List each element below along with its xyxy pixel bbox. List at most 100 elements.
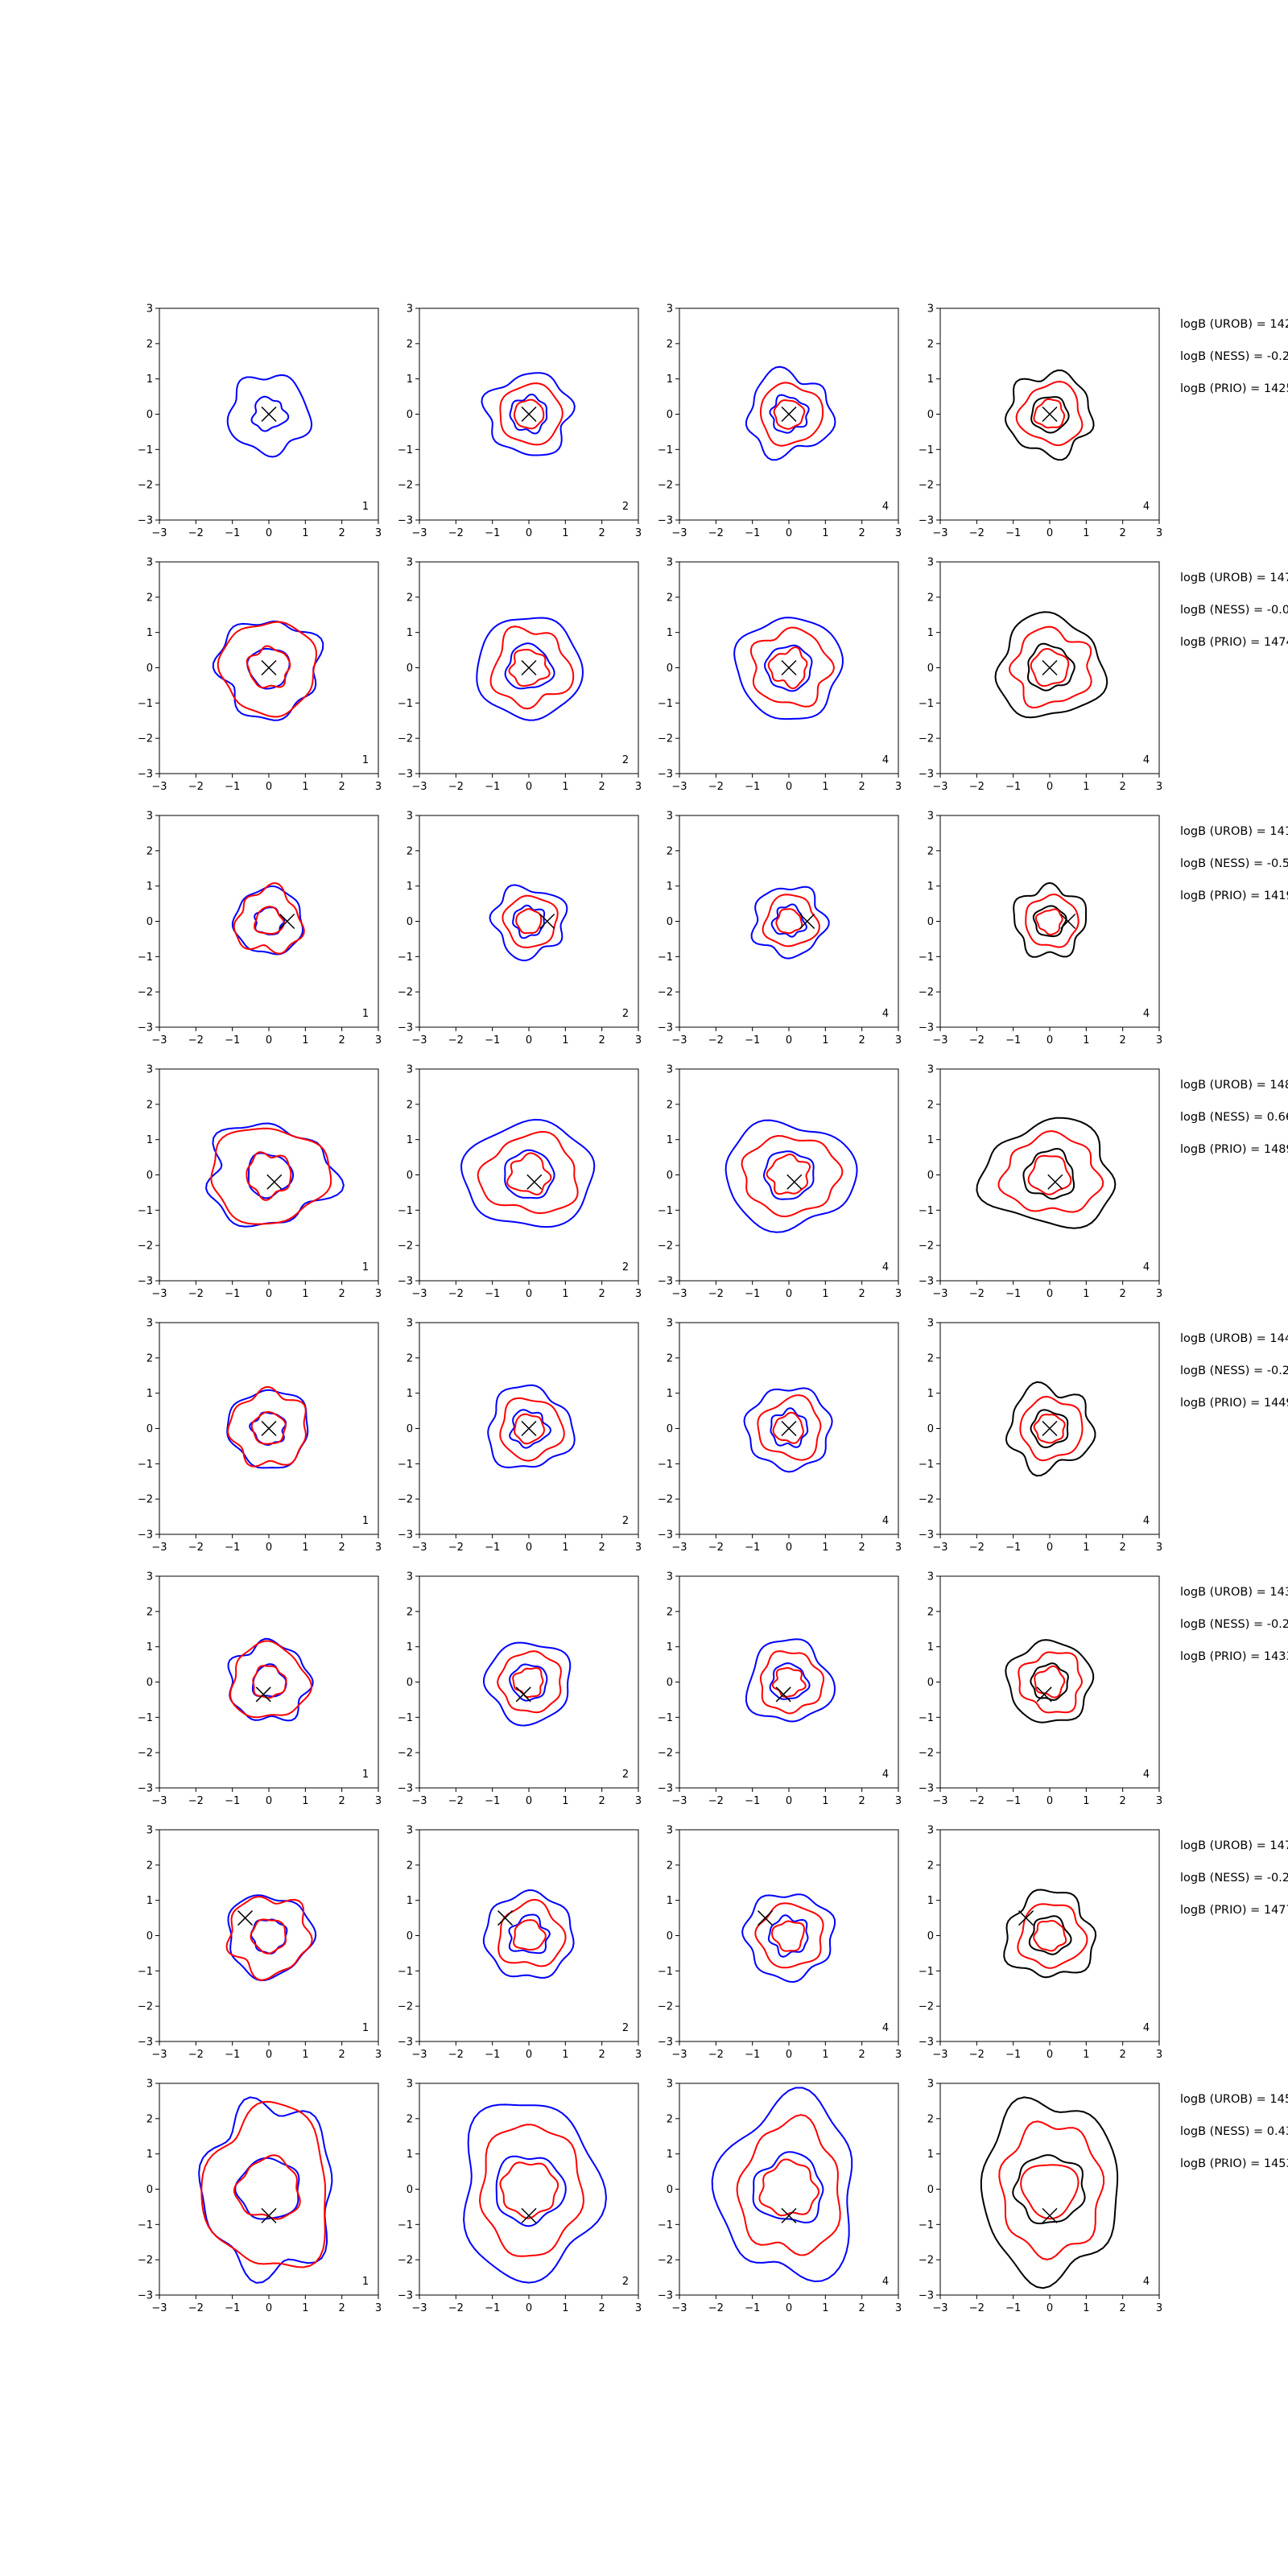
y-tick-label: −3 bbox=[658, 515, 673, 527]
panel-r2-c2: −3 −2 −1 0 1 2 3 −3 −2 −1 0 1 2 3 2 bbox=[398, 557, 642, 794]
contour-outer-red bbox=[225, 1896, 313, 1981]
x-tick-label: −3 bbox=[151, 2049, 167, 2061]
figure-row-6: −3 −2 −1 0 1 2 3 −3 −2 −1 0 1 2 3 1 −3 −2 −1 0 1 2 3 −3 −2 −1 0 1 2… bbox=[138, 1571, 1288, 1808]
x-tick-label: −3 bbox=[932, 1288, 947, 1300]
y-tick-label: 2 bbox=[927, 1606, 934, 1618]
y-tick-label: 1 bbox=[147, 1641, 153, 1653]
y-tick-label: −2 bbox=[398, 1494, 413, 1506]
y-tick-label: 1 bbox=[407, 2149, 413, 2161]
axes-frame bbox=[679, 815, 899, 1028]
x-tick-label: −1 bbox=[1005, 1034, 1021, 1046]
y-tick-label: −3 bbox=[138, 1530, 153, 1542]
contour-inner-red bbox=[771, 1920, 806, 1952]
panel-r2-c1: −3 −2 −1 0 1 2 3 −3 −2 −1 0 1 2 3 1 bbox=[138, 557, 382, 794]
panel-r4-c4: −3 −2 −1 0 1 2 3 −3 −2 −1 0 1 2 3 4 bbox=[919, 1064, 1162, 1301]
y-tick-label: 3 bbox=[927, 1064, 934, 1076]
y-tick-label: 0 bbox=[927, 1170, 934, 1182]
y-tick-label: 2 bbox=[147, 2113, 153, 2125]
x-tick-label: −2 bbox=[188, 2302, 204, 2314]
x-tick-label: −2 bbox=[969, 781, 985, 793]
y-tick-label: −1 bbox=[138, 952, 153, 964]
y-tick-label: −1 bbox=[658, 1459, 673, 1471]
contour-inner bbox=[512, 904, 546, 939]
contour-inner-red bbox=[1030, 647, 1070, 687]
x-tick-label: −1 bbox=[745, 2302, 760, 2314]
y-tick-label: 2 bbox=[667, 2113, 673, 2125]
y-tick-label: 3 bbox=[927, 811, 934, 823]
y-tick-label: −1 bbox=[658, 444, 673, 456]
contour-inner-red bbox=[1033, 1414, 1066, 1444]
x-tick-label: −2 bbox=[448, 2049, 464, 2061]
contour-outer-red bbox=[497, 1650, 562, 1714]
y-tick-label: 1 bbox=[667, 1641, 673, 1653]
true-value-marker bbox=[1060, 913, 1076, 930]
x-tick-label: −1 bbox=[225, 1034, 240, 1046]
y-tick-label: 3 bbox=[667, 811, 673, 823]
x-tick-label: 3 bbox=[1156, 781, 1162, 793]
x-tick-label: 1 bbox=[302, 781, 308, 793]
axes-frame bbox=[939, 815, 1160, 1028]
y-tick-label: −1 bbox=[138, 1205, 153, 1217]
y-tick-label: 0 bbox=[147, 1930, 153, 1942]
y-tick-label: −3 bbox=[919, 2290, 934, 2302]
y-tick-label: −3 bbox=[138, 1022, 153, 1034]
y-tick-label: −2 bbox=[658, 1241, 673, 1253]
contour-inner-red bbox=[515, 908, 543, 935]
x-tick-label: −2 bbox=[188, 2049, 204, 2061]
contour-inner bbox=[769, 394, 810, 434]
x-tick-label: 1 bbox=[822, 2049, 828, 2061]
contour-inner-red bbox=[246, 1151, 292, 1201]
true-value-marker bbox=[775, 1686, 791, 1703]
y-tick-label: −3 bbox=[398, 515, 413, 527]
contour-outer bbox=[227, 1637, 314, 1722]
y-tick-label: 0 bbox=[407, 1170, 413, 1182]
axes-frame bbox=[939, 1575, 1160, 1789]
x-tick-label: 1 bbox=[1083, 1542, 1089, 1554]
y-tick-label: 1 bbox=[927, 1134, 934, 1146]
contour-outer-red bbox=[200, 2100, 327, 2268]
x-tick-label: −1 bbox=[485, 1542, 500, 1554]
x-tick-label: −3 bbox=[151, 2302, 167, 2314]
x-tick-label: 3 bbox=[635, 1034, 642, 1046]
y-tick-label: 0 bbox=[667, 1423, 673, 1435]
x-tick-label: 2 bbox=[339, 1034, 345, 1046]
y-tick-label: 2 bbox=[667, 1099, 673, 1111]
panel-r5-c2: −3 −2 −1 0 1 2 3 −3 −2 −1 0 1 2 3 2 bbox=[398, 1318, 642, 1554]
contour-outer bbox=[733, 617, 844, 720]
x-tick-label: 2 bbox=[859, 1034, 865, 1046]
x-tick-label: 2 bbox=[339, 1542, 345, 1554]
contour-outer-red bbox=[499, 1397, 565, 1462]
contour-inner-red bbox=[1034, 1665, 1066, 1699]
y-tick-label: −1 bbox=[658, 698, 673, 710]
true-value-marker bbox=[758, 1910, 774, 1926]
x-tick-label: −1 bbox=[745, 1542, 760, 1554]
panel-r8-c3: −3 −2 −1 0 1 2 3 −3 −2 −1 0 1 2 3 4 bbox=[658, 2079, 902, 2315]
x-tick-label: −1 bbox=[1005, 1795, 1021, 1807]
y-tick-label: −2 bbox=[398, 480, 413, 492]
y-tick-label: −1 bbox=[138, 2219, 153, 2231]
y-tick-label: −2 bbox=[138, 480, 153, 492]
x-tick-label: 0 bbox=[1046, 2049, 1053, 2061]
x-tick-label: −1 bbox=[225, 2049, 240, 2061]
panel-r6-c3: −3 −2 −1 0 1 2 3 −3 −2 −1 0 1 2 3 4 bbox=[658, 1571, 902, 1808]
x-tick-label: 3 bbox=[1156, 1288, 1162, 1300]
true-value-marker bbox=[539, 913, 555, 930]
x-tick-label: 3 bbox=[375, 1542, 382, 1554]
y-tick-label: −2 bbox=[138, 1748, 153, 1760]
y-tick-label: −1 bbox=[658, 1966, 673, 1978]
x-tick-label: −1 bbox=[485, 2049, 500, 2061]
y-tick-label: −3 bbox=[138, 769, 153, 781]
x-tick-label: 2 bbox=[1120, 781, 1126, 793]
axes-frame bbox=[159, 1068, 379, 1282]
contour-outer bbox=[980, 2096, 1119, 2289]
panel-label: 2 bbox=[622, 1515, 629, 1527]
panel-r1-c2: −3 −2 −1 0 1 2 3 −3 −2 −1 0 1 2 3 2 bbox=[398, 303, 642, 540]
y-tick-label: −1 bbox=[919, 444, 934, 456]
x-tick-label: 0 bbox=[1046, 1034, 1053, 1046]
x-tick-label: −3 bbox=[151, 1034, 167, 1046]
x-tick-label: −3 bbox=[411, 1795, 427, 1807]
logb-label: logB (PRIO) = 1489 bbox=[1180, 1143, 1288, 1156]
x-tick-label: −1 bbox=[225, 527, 240, 539]
x-tick-label: 3 bbox=[895, 2049, 902, 2061]
x-tick-label: −2 bbox=[708, 1542, 724, 1554]
